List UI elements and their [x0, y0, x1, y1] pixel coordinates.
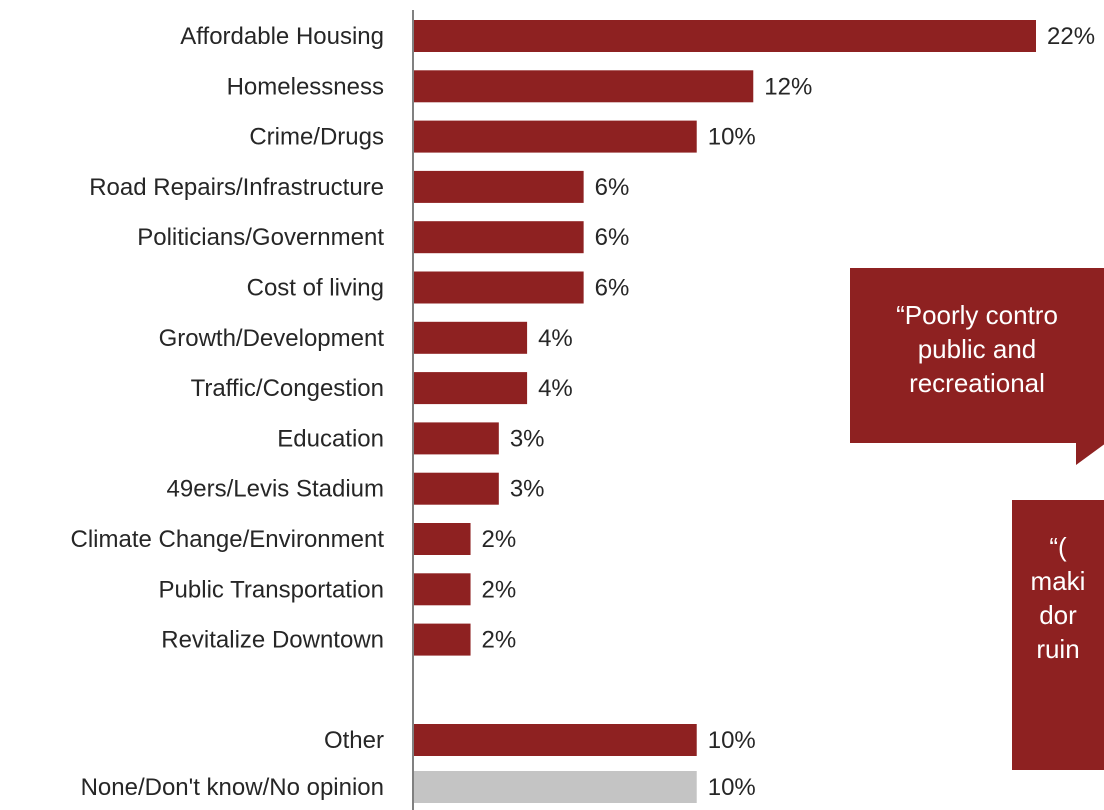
bar	[414, 321, 528, 354]
value-label: 10%	[708, 727, 756, 754]
callout-1-line-2: public and	[917, 334, 1037, 364]
bar	[414, 120, 697, 153]
callout-1-line-3: recreational	[909, 368, 1045, 398]
category-label: Revitalize Downtown	[161, 627, 384, 654]
bar	[414, 771, 697, 803]
category-labels: Affordable Housing Homelessness Crime/Drug…	[71, 23, 385, 801]
bar	[414, 724, 697, 756]
category-label: Politicians/Government	[137, 224, 384, 251]
value-label: 4%	[538, 375, 573, 402]
value-label: 2%	[482, 526, 517, 553]
bars	[414, 20, 1036, 803]
bar	[414, 70, 754, 103]
category-label: Homelessness	[227, 73, 384, 100]
category-label: Climate Change/Environment	[71, 526, 385, 553]
value-label: 3%	[510, 425, 545, 452]
value-label: 6%	[595, 174, 630, 201]
category-label: Crime/Drugs	[249, 124, 384, 151]
value-label: 2%	[482, 576, 517, 603]
category-label: Growth/Development	[159, 325, 385, 352]
value-label: 4%	[538, 325, 573, 352]
callout-2-line-4: ruin	[1036, 634, 1080, 664]
bar	[414, 523, 471, 555]
bar	[414, 20, 1036, 52]
callout-1-line-1: “Poorly contro	[896, 300, 1058, 330]
category-label: Traffic/Congestion	[191, 375, 384, 402]
callout-2-line-2: maki	[1030, 566, 1086, 596]
value-label: 12%	[764, 73, 812, 100]
quote-callout-1: “Poorly contro public and recreational	[850, 268, 1104, 443]
category-label: 49ers/Levis Stadium	[167, 476, 384, 503]
bar	[414, 623, 471, 656]
bar	[414, 221, 584, 254]
category-label: Education	[277, 425, 384, 452]
callout-2-line-3: dor	[1039, 600, 1077, 630]
value-label: 22%	[1047, 23, 1095, 50]
callout-1-pointer	[1076, 443, 1104, 465]
bar	[414, 271, 584, 304]
category-label: None/Don't know/No opinion	[81, 774, 384, 801]
category-label: Public Transportation	[159, 576, 384, 603]
value-label: 2%	[482, 627, 517, 654]
category-label: Cost of living	[247, 275, 384, 302]
value-label: 6%	[595, 275, 630, 302]
category-label: Other	[324, 727, 384, 754]
bar	[414, 372, 528, 405]
bar	[414, 573, 471, 606]
bar	[414, 472, 499, 505]
bar	[414, 422, 499, 455]
value-labels: 22% 12% 10% 6% 6% 6% 4% 4% 3% 3% 2% 2% 2% 10% 10%	[482, 23, 1096, 801]
quote-callout-2: “( maki dor ruin	[1012, 500, 1104, 770]
category-label: Affordable Housing	[180, 23, 384, 50]
callout-2-line-1: “(	[1049, 532, 1067, 562]
category-label: Road Repairs/Infrastructure	[89, 174, 384, 201]
value-label: 10%	[708, 774, 756, 801]
bar	[414, 170, 584, 203]
value-label: 10%	[708, 124, 756, 151]
value-label: 3%	[510, 476, 545, 503]
value-label: 6%	[595, 224, 630, 251]
